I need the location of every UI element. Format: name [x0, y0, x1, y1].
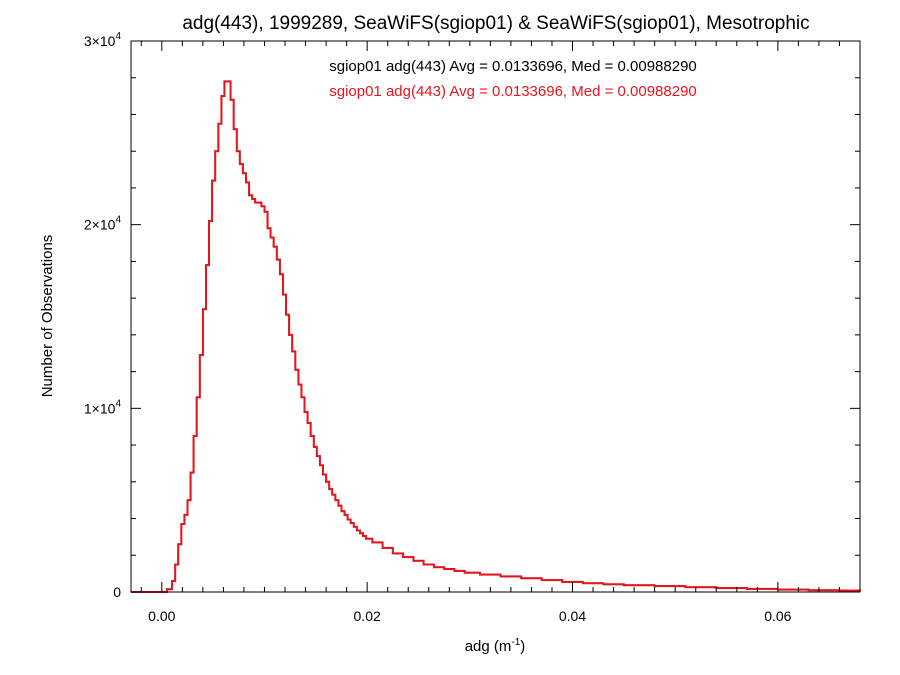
plot-area — [131, 80, 861, 593]
chart-title: adg(443), 1999289, SeaWiFS(sgiop01) & Se… — [182, 13, 809, 34]
x-tick-label: 0.04 — [559, 608, 586, 624]
x-axis: 0.00 0.02 0.04 0.06 — [140, 41, 861, 624]
y-tick-label: 1×104 — [84, 398, 122, 416]
y-tick-label: 3×104 — [84, 31, 122, 49]
legend-entry-1: sgiop01 adg(443) Avg = 0.0133696, Med = … — [329, 58, 697, 75]
x-tick-label: 0.06 — [764, 608, 791, 624]
legend-entry-2: sgiop01 adg(443) Avg = 0.0133696, Med = … — [329, 83, 697, 100]
y-axis-label: Number of Observations — [39, 235, 56, 398]
y-tick-label: 2×104 — [84, 215, 122, 233]
x-tick-label: 0.00 — [148, 608, 175, 624]
x-tick-label: 0.02 — [354, 608, 381, 624]
y-axis: 0 1×104 2×104 3×104 — [84, 31, 860, 600]
x-axis-label: adg (m-1) — [465, 637, 526, 655]
plot-frame — [130, 40, 861, 593]
legend: sgiop01 adg(443) Avg = 0.0133696, Med = … — [329, 58, 697, 100]
y-tick-label: 0 — [113, 584, 121, 600]
histogram-series-2 — [131, 80, 861, 593]
